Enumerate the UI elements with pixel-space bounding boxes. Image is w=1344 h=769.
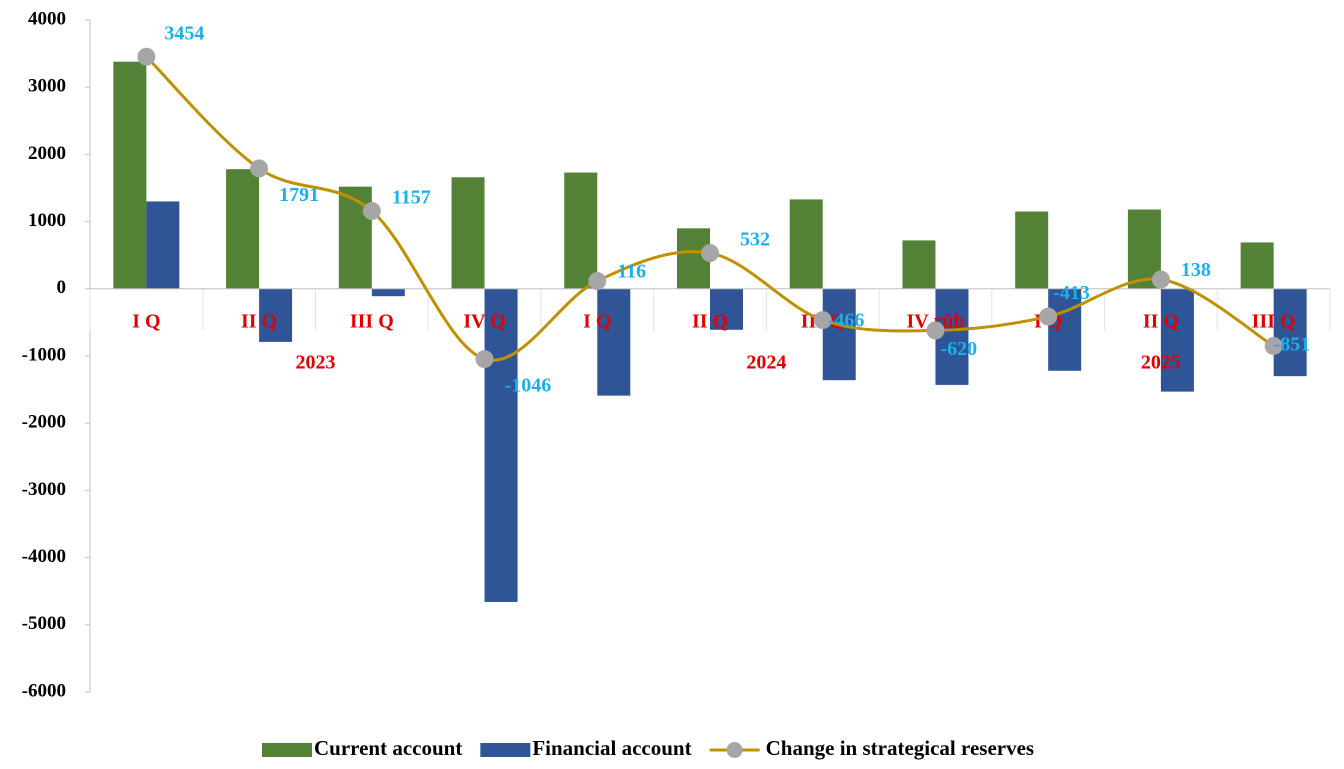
data-label: -620	[940, 338, 977, 360]
bar	[338, 186, 372, 289]
bar	[259, 288, 293, 342]
legend-label: Current account	[314, 736, 462, 760]
y-tick-label: -4000	[22, 546, 66, 567]
marker	[701, 244, 719, 263]
legend-label: Financial account	[532, 736, 691, 760]
bar	[451, 177, 485, 289]
marker	[926, 321, 945, 340]
bar	[1240, 242, 1274, 289]
data-label: -466	[828, 310, 865, 332]
legend-label: Change in strategical reserves	[766, 736, 1034, 760]
group-label: 2025	[1141, 351, 1181, 373]
marker	[813, 311, 832, 330]
y-tick-label: 3000	[28, 76, 66, 97]
x-tick-label: II Q	[241, 310, 277, 332]
y-tick-label: -6000	[22, 680, 66, 701]
bar	[902, 240, 936, 289]
y-tick-label: 2000	[28, 143, 66, 164]
x-tick-label: III Q	[1252, 310, 1296, 332]
bar	[564, 172, 598, 289]
bar	[1048, 288, 1082, 371]
group-label: 2024	[746, 351, 786, 373]
bar	[371, 288, 405, 297]
x-tick-label: II Q	[1143, 310, 1179, 332]
x-tick-label: III Q	[350, 310, 394, 332]
bar	[146, 201, 180, 289]
marker	[250, 159, 269, 178]
y-tick-label: 1000	[28, 210, 66, 231]
marker	[362, 202, 381, 221]
y-tick-label: 4000	[28, 8, 66, 29]
data-label: 3454	[164, 22, 204, 44]
x-tick-label: I Q	[132, 310, 160, 332]
marker	[1151, 270, 1170, 289]
x-tick-label: IV Q	[463, 310, 505, 332]
bar	[113, 61, 147, 289]
data-label: -1046	[505, 375, 552, 397]
bar	[1015, 211, 1049, 289]
data-label: -851	[1274, 334, 1311, 356]
legend-swatch	[262, 743, 312, 757]
data-label: 532	[740, 229, 770, 251]
marker	[137, 47, 156, 66]
y-tick-label: -3000	[22, 479, 66, 500]
group-label: 2023	[295, 351, 335, 373]
bar	[484, 288, 518, 602]
bar	[597, 288, 631, 396]
bar	[1160, 288, 1194, 392]
y-tick-label: -2000	[22, 412, 66, 433]
x-tick-label: II Q	[692, 310, 728, 332]
y-tick-label: 0	[57, 277, 67, 298]
y-tick-label: -1000	[22, 344, 66, 365]
data-label: -413	[1053, 282, 1090, 304]
data-label: 1791	[279, 184, 319, 206]
marker	[1039, 307, 1058, 326]
bar	[226, 169, 260, 289]
data-label: 138	[1181, 259, 1211, 281]
legend-marker	[726, 742, 743, 758]
x-tick-label: I Q	[583, 310, 611, 332]
data-label: 116	[617, 261, 646, 283]
marker	[1264, 336, 1283, 355]
line	[145, 55, 1275, 362]
marker	[475, 350, 494, 369]
y-tick-label: -5000	[22, 613, 66, 634]
data-label: 1157	[392, 187, 431, 209]
bar	[1273, 288, 1307, 377]
marker	[588, 272, 607, 291]
legend-swatch	[480, 743, 531, 757]
bar	[710, 288, 743, 330]
legend: Current account Financial account Change i…	[262, 736, 1034, 760]
x-tick-label: IV rüb	[906, 310, 964, 332]
bar	[789, 199, 823, 289]
bar	[822, 288, 856, 381]
